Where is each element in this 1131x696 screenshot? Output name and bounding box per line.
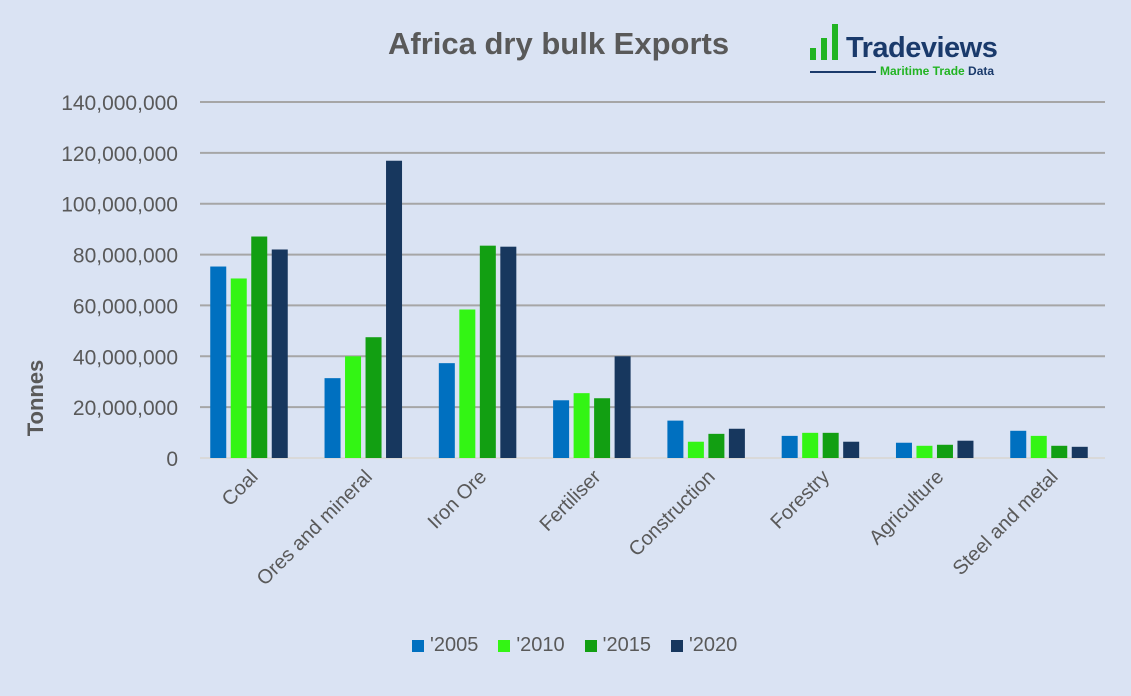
bar-2015-construction: [708, 433, 725, 458]
bar-2010-coal: [230, 278, 247, 458]
chart-title: Africa dry bulk Exports: [388, 26, 730, 61]
bar-2015-iron-ore: [479, 245, 496, 458]
legend-swatch: [670, 639, 683, 652]
bar-2020-coal: [271, 249, 288, 458]
bar-2010-steel-and-metal: [1030, 435, 1047, 458]
bar-2015-steel-and-metal: [1051, 445, 1068, 458]
bar-2010-ores-and-mineral: [345, 356, 362, 458]
bar-2015-agriculture: [936, 444, 953, 458]
legend-label: '2010: [516, 634, 565, 656]
logo-rule: [810, 71, 876, 73]
x-tick-label: Construction: [625, 466, 720, 561]
y-tick-label: 20,000,000: [73, 397, 178, 420]
x-tick-label: Iron Ore: [424, 466, 491, 533]
x-tick-label: Coal: [218, 466, 263, 511]
bar-2020-construction: [728, 428, 745, 458]
legend-item-2010: '2010: [498, 634, 565, 657]
bar-2010-forestry: [802, 432, 819, 458]
bar-2005-ores-and-mineral: [324, 378, 341, 458]
tradeviews-logo: Tradeviews Maritime Trade Data: [808, 22, 1008, 80]
legend-item-2015: '2015: [584, 634, 651, 657]
bar-2015-forestry: [822, 432, 839, 458]
legend-swatch: [498, 639, 511, 652]
bar-2005-agriculture: [895, 442, 912, 458]
bar-2010-iron-ore: [459, 309, 476, 458]
y-tick-label: 100,000,000: [61, 194, 178, 217]
bar-2005-steel-and-metal: [1010, 430, 1027, 458]
x-tick-label: Forestry: [767, 466, 834, 533]
y-tick-label: 60,000,000: [73, 295, 178, 318]
legend: '2005 '2010 '2015 '2020: [412, 634, 737, 657]
legend-label: '2005: [430, 634, 479, 656]
bar-2020-iron-ore: [500, 246, 517, 458]
x-tick-label: Ores and mineral: [253, 466, 377, 590]
y-tick-label: 40,000,000: [73, 346, 178, 369]
logo-tagline-a: Maritime Trade: [880, 64, 965, 78]
legend-item-2020: '2020: [670, 634, 738, 657]
legend-label: '2015: [602, 634, 651, 656]
bar-2020-steel-and-metal: [1071, 446, 1088, 458]
legend-swatch: [412, 639, 424, 652]
bar-2005-coal: [210, 266, 227, 458]
legend-label: '2020: [688, 634, 738, 656]
bar-2010-agriculture: [916, 445, 933, 458]
x-tick-label: Steel and metal: [949, 466, 1063, 580]
legend-item-2005: '2005: [412, 634, 478, 657]
y-tick-label: 80,000,000: [73, 245, 178, 268]
bar-2020-agriculture: [957, 440, 974, 458]
bar-logo-icon: [810, 24, 838, 60]
bar-2005-construction: [667, 420, 684, 458]
bar-2005-forestry: [781, 435, 798, 458]
bar-2020-ores-and-mineral: [386, 160, 403, 459]
bar-2015-fertiliser: [594, 398, 611, 458]
bar-2015-coal: [251, 236, 268, 458]
bar-2010-construction: [687, 441, 704, 458]
bar-2010-fertiliser: [573, 393, 590, 458]
bar-2020-forestry: [843, 441, 860, 458]
logo-name: Tradeviews: [846, 32, 998, 64]
x-tick-label: Fertiliser: [536, 466, 606, 536]
y-tick-label: 0: [166, 448, 178, 471]
logo-tagline-b: Data: [968, 64, 995, 78]
bar-2020-fertiliser: [614, 356, 631, 458]
bar-2005-iron-ore: [438, 363, 455, 458]
bar-2005-fertiliser: [553, 400, 570, 458]
y-tick-label: 140,000,000: [61, 92, 178, 115]
legend-swatch: [584, 639, 597, 652]
x-tick-label: Agriculture: [865, 466, 948, 549]
logo-tagline: Maritime Trade Data: [880, 64, 994, 78]
y-tick-label: 120,000,000: [61, 143, 178, 166]
bar-2015-ores-and-mineral: [365, 337, 382, 458]
y-axis-label: Tonnes: [23, 359, 48, 437]
